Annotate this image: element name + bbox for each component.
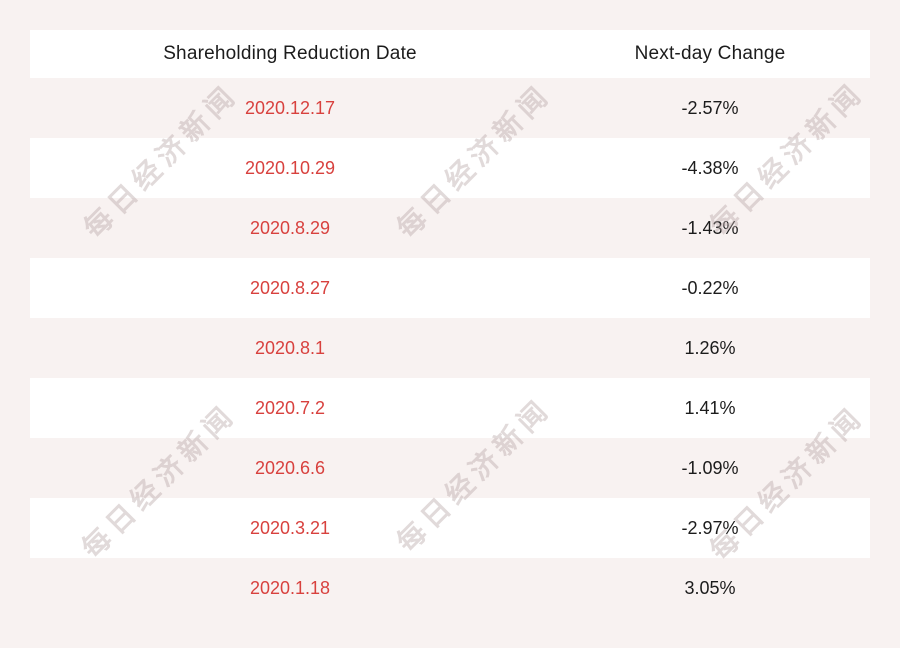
table-header-row: Shareholding Reduction Date Next-day Cha… <box>30 30 870 78</box>
date-cell: 2020.6.6 <box>254 457 326 478</box>
date-cell: 2020.12.17 <box>244 97 336 118</box>
change-cell: -1.43% <box>681 217 739 238</box>
table-row: 2020.1.18 3.05% <box>30 558 870 618</box>
table-row: 2020.8.1 1.26% <box>30 318 870 378</box>
date-cell: 2020.10.29 <box>244 157 336 178</box>
date-cell: 2020.1.18 <box>249 577 331 598</box>
table-row: 2020.7.2 1.41% <box>30 378 870 438</box>
table-row: 2020.8.29 -1.43% <box>30 198 870 258</box>
change-cell: -2.57% <box>681 97 739 118</box>
column-header-date: Shareholding Reduction Date <box>163 43 417 64</box>
date-cell: 2020.8.27 <box>249 277 331 298</box>
date-cell: 2020.3.21 <box>249 517 331 538</box>
change-cell: 1.41% <box>684 397 736 418</box>
shareholding-reduction-table: Shareholding Reduction Date Next-day Cha… <box>30 30 870 618</box>
table-row: 2020.10.29 -4.38% <box>30 138 870 198</box>
change-cell: -2.97% <box>681 517 739 538</box>
table-row: 2020.12.17 -2.57% <box>30 78 870 138</box>
column-header-change: Next-day Change <box>634 43 786 64</box>
change-cell: 3.05% <box>684 577 736 598</box>
table-row: 2020.6.6 -1.09% <box>30 438 870 498</box>
table-row: 2020.3.21 -2.97% <box>30 498 870 558</box>
change-cell: -0.22% <box>681 277 739 298</box>
table-row: 2020.8.27 -0.22% <box>30 258 870 318</box>
date-cell: 2020.7.2 <box>254 397 326 418</box>
change-cell: 1.26% <box>684 337 736 358</box>
change-cell: -4.38% <box>681 157 739 178</box>
date-cell: 2020.8.29 <box>249 217 331 238</box>
date-cell: 2020.8.1 <box>254 337 326 358</box>
change-cell: -1.09% <box>681 457 739 478</box>
